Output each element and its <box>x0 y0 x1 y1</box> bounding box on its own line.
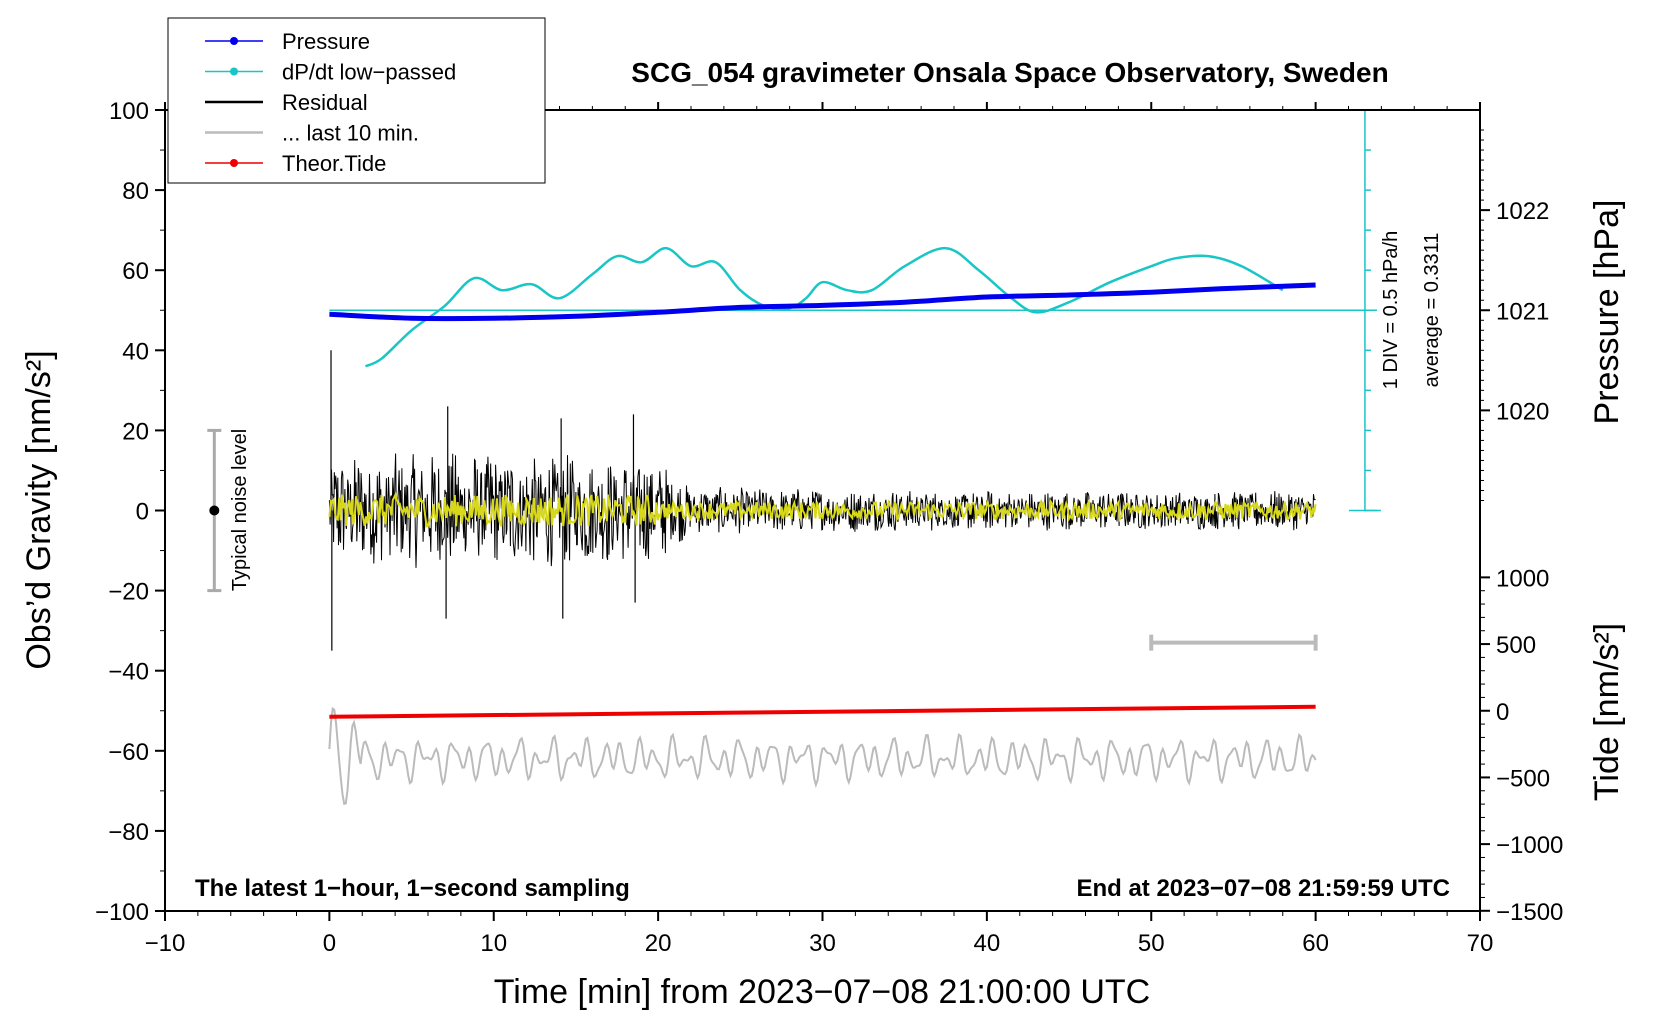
scale-bar-label: 1 DIV = 0.5 hPa/h <box>1380 231 1402 389</box>
y-axis-title-tide: Tide [nm/s²] <box>1588 623 1626 801</box>
y-tick-label: 0 <box>136 499 149 526</box>
legend-label: Theor.Tide <box>282 151 386 176</box>
legend-label: Residual <box>282 90 368 115</box>
y-tick-label: 80 <box>122 178 149 205</box>
legend: Pressure dP/dt low−passed Residual ... last… <box>167 17 546 184</box>
legend-marker <box>230 37 238 45</box>
plot-area <box>207 109 1381 806</box>
legend-label: Pressure <box>282 29 370 54</box>
series-residual-line <box>328 453 1316 568</box>
x-tick-label: 10 <box>480 930 507 957</box>
footer-right: End at 2023−07−08 21:59:59 UTC <box>1076 875 1450 902</box>
legend-label: ... last 10 min. <box>282 121 419 146</box>
series-tide-line <box>329 704 1316 719</box>
pressure-tick-label: 1021 <box>1496 298 1549 325</box>
y-axis-tide: 1000 500 0 −500 −1000 −1500 <box>1480 565 1563 926</box>
x-axis-title: Time [min] from 2023−07−08 21:00:00 UTC <box>494 973 1150 1011</box>
tide-tick-label: −500 <box>1496 765 1550 792</box>
legend-marker <box>230 67 238 76</box>
tide-tick-label: −1000 <box>1496 832 1563 859</box>
series-residual-smoothed-line <box>328 491 1317 528</box>
x-tick-label: 30 <box>809 930 836 957</box>
y-tick-label: 100 <box>109 98 149 125</box>
noise-level-label: Typical noise level <box>229 429 251 591</box>
x-tick-label: 0 <box>323 930 336 957</box>
legend-label: dP/dt low−passed <box>282 60 456 85</box>
tide-tick-label: 1000 <box>1496 565 1549 592</box>
legend-marker <box>230 159 238 167</box>
noise-bar-center <box>209 505 220 516</box>
y-tick-label: −80 <box>108 819 149 846</box>
tide-tick-label: 0 <box>1496 699 1509 726</box>
series-pressure-line <box>329 282 1316 322</box>
x-axis: −10 0 10 20 30 40 50 60 70 <box>145 102 1494 957</box>
y-tick-label: −40 <box>108 659 149 686</box>
scale-bar-average: average = 0.3311 <box>1421 233 1443 388</box>
footer-left: The latest 1−hour, 1−second sampling <box>195 875 630 902</box>
x-tick-label: 50 <box>1138 930 1165 957</box>
x-tick-label: 40 <box>974 930 1001 957</box>
x-tick-label: 20 <box>645 930 672 957</box>
x-tick-label: 60 <box>1302 930 1329 957</box>
legend-box <box>167 17 546 184</box>
x-tick-label: −10 <box>145 930 186 957</box>
pressure-tick-label: 1022 <box>1496 198 1549 225</box>
y-tick-label: −20 <box>108 579 149 606</box>
y-tick-label: −60 <box>108 739 149 766</box>
tide-tick-label: −1500 <box>1496 899 1563 926</box>
y-tick-label: −100 <box>95 899 149 926</box>
y-axis-title-left: Obs’d Gravity [nm/s²] <box>20 350 58 669</box>
y-axis-title-pressure: Pressure [hPa] <box>1588 200 1626 425</box>
tide-tick-label: 500 <box>1496 632 1536 659</box>
x-tick-label: 70 <box>1467 930 1494 957</box>
y-tick-label: 40 <box>122 338 149 365</box>
chart-title: SCG_054 gravimeter Onsala Space Observat… <box>631 57 1388 88</box>
y-axis-left: 100 80 60 40 20 0 −20 −40 −60 −80 −100 <box>95 98 165 926</box>
pressure-tick-label: 1020 <box>1496 398 1549 425</box>
y-tick-label: 20 <box>122 418 149 445</box>
series-last10-line <box>328 706 1317 806</box>
y-axis-pressure: 1022 1021 1020 <box>1480 129 1549 501</box>
y-tick-label: 60 <box>122 258 149 285</box>
